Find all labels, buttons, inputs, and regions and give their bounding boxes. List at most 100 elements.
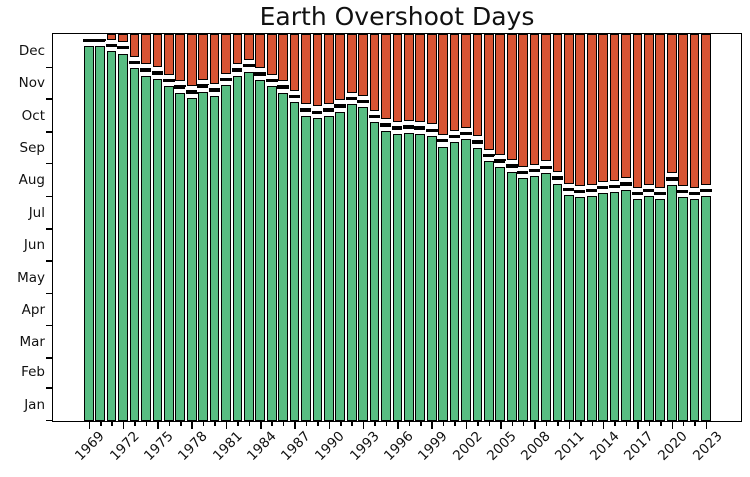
x-tick-1998 [420,422,422,426]
bar-2002-overshoot-marker [460,131,472,135]
x-tick-1987 [294,422,296,429]
y-tick-nov [46,98,52,100]
bar-1969-overshoot-marker [82,38,95,42]
month-label-sep: Sep [19,139,45,156]
bar-2014 [596,34,610,421]
x-tick-2010 [557,422,559,426]
bar-2020-after-segment [666,34,677,174]
bar-1999 [425,34,439,421]
bar-2022-after-segment [689,34,700,188]
bar-2000-before-segment [438,146,448,421]
bar-1985-after-segment [266,34,277,75]
bar-1987-overshoot-marker [288,94,301,98]
bar-2001-overshoot-marker [448,134,461,139]
bar-1975-overshoot-marker [151,71,164,75]
bar-2004-overshoot-marker [483,153,495,158]
bar-2019-overshoot-marker [654,191,667,196]
bar-2011-overshoot-marker [563,187,575,192]
bar-1976-overshoot-marker [162,78,175,83]
bar-1984 [253,34,267,421]
bar-1973-before-segment [129,68,140,421]
x-tick-1981 [225,422,228,429]
bar-1982-before-segment [232,75,243,421]
bar-1970-overshoot-marker [94,38,107,42]
bar-2007-before-segment [518,178,528,421]
bar-2017-before-segment [632,199,643,421]
bar-1990 [322,34,336,421]
month-label-nov: Nov [18,75,45,92]
month-label-jan: Jan [24,396,45,413]
bar-1982-overshoot-marker [231,68,244,72]
bar-1972-after-segment [118,34,128,42]
bar-2010-after-segment [552,34,563,172]
bar-2010 [551,34,564,421]
bar-1982 [231,34,244,421]
x-tick-2007 [522,422,525,426]
x-tick-1985 [271,422,273,426]
bar-2008-before-segment [529,176,540,421]
x-tick-1972 [122,422,125,429]
x-tick-2009 [545,422,548,426]
bar-1988 [299,34,313,421]
bar-1978-after-segment [186,34,197,87]
bar-1998-after-segment [415,34,426,123]
bar-2014-after-segment [598,34,608,182]
bar-1993-after-segment [358,34,368,96]
bar-1996 [391,34,404,421]
bar-1995-overshoot-marker [380,123,392,127]
bar-2022-before-segment [689,199,700,421]
x-tick-1992 [351,422,353,426]
bar-2008-after-segment [529,34,540,165]
bar-2010-before-segment [552,183,563,421]
bar-1975-after-segment [152,34,163,68]
bar-1988-before-segment [301,115,311,421]
bar-1998-before-segment [415,133,426,421]
bar-2015 [608,34,621,421]
bar-1979-overshoot-marker [197,84,209,88]
y-tick-sep [46,162,52,165]
y-tick-mar [46,357,52,359]
bar-2018-before-segment [644,196,654,421]
bar-1972-overshoot-marker [117,46,129,50]
bar-1996-after-segment [392,34,403,123]
month-label-oct: Oct [21,107,45,124]
bar-2003-after-segment [472,34,483,137]
bar-1981 [219,34,233,421]
bar-2006-after-segment [506,34,517,161]
x-tick-2001 [454,422,456,426]
bar-1979-before-segment [198,91,208,421]
bar-1973-after-segment [129,34,140,57]
bar-1973-overshoot-marker [128,60,141,65]
bar-2002-before-segment [461,139,471,421]
bar-2011-before-segment [564,195,574,421]
bar-1989 [311,34,324,421]
bar-1976-after-segment [163,34,174,75]
x-tick-2002 [465,422,468,429]
bar-1993 [356,34,370,421]
bar-1975 [151,34,164,421]
y-tick-oct [46,131,52,133]
bar-1993-overshoot-marker [357,99,369,104]
bar-2017-overshoot-marker [631,191,644,196]
bar-1974-before-segment [141,75,151,421]
bar-1996-overshoot-marker [391,126,404,130]
bar-1994-overshoot-marker [368,114,381,119]
x-tick-2023 [705,422,708,429]
bar-2010-overshoot-marker [551,176,564,180]
bar-2005-after-segment [495,34,506,156]
bar-1971-before-segment [106,51,117,421]
x-tick-2000 [442,422,445,426]
bar-1999-after-segment [426,34,437,125]
bar-1989-before-segment [312,118,323,421]
bar-1984-before-segment [255,79,266,421]
bar-1999-before-segment [426,136,437,421]
x-tick-1991 [340,422,342,426]
y-tick-may [46,292,52,295]
x-tick-1988 [305,422,308,426]
bar-2012-after-segment [575,34,586,186]
bar-1982-after-segment [232,34,243,65]
bar-2009-after-segment [541,34,551,162]
y-tick-jul [46,228,52,230]
bar-2023-after-segment [701,34,711,185]
bar-1971-overshoot-marker [105,43,118,48]
